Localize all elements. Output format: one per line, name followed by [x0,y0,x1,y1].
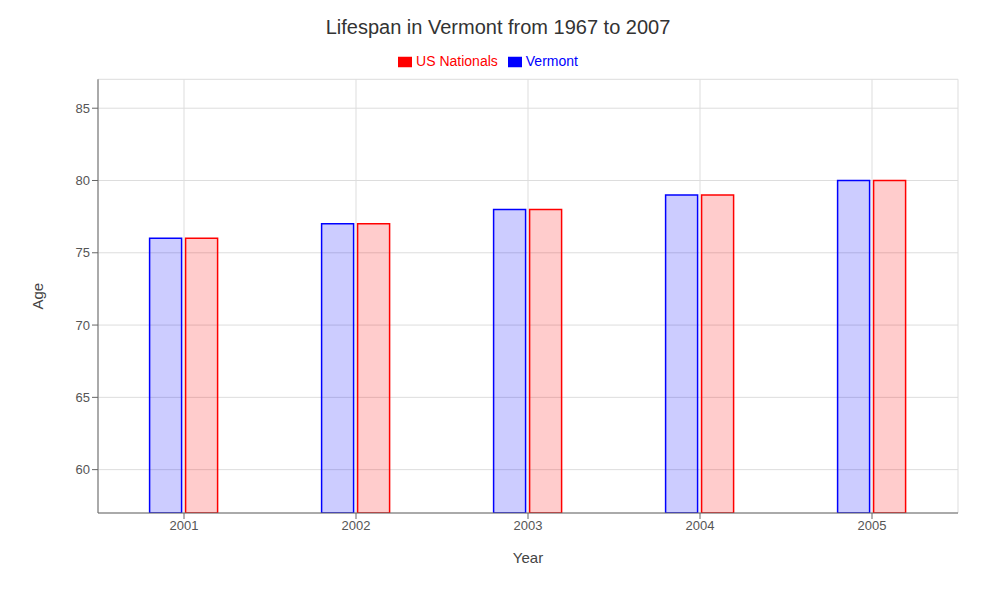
svg-text:Year: Year [513,549,543,566]
svg-text:2005: 2005 [858,518,887,533]
svg-text:2002: 2002 [342,518,371,533]
html-text:Lifespan in Vermont from 1967: Lifespan in Vermont from 1967 to 2007 [325,16,671,38]
svg-text:85: 85 [76,101,90,116]
svg-text:75: 75 [76,245,90,260]
html-text:Vermont: Vermont [525,53,578,69]
svg-text:2004: 2004 [686,518,715,533]
svg-text:60: 60 [76,462,90,477]
svg-text:65: 65 [76,390,90,405]
svg-text:2001: 2001 [170,518,199,533]
svg-text:Age: Age [29,283,46,310]
svg-text:70: 70 [76,318,90,333]
svg-text:80: 80 [76,173,90,188]
html-text:US Nationals: US Nationals [416,53,498,69]
svg-text:2003: 2003 [514,518,543,533]
